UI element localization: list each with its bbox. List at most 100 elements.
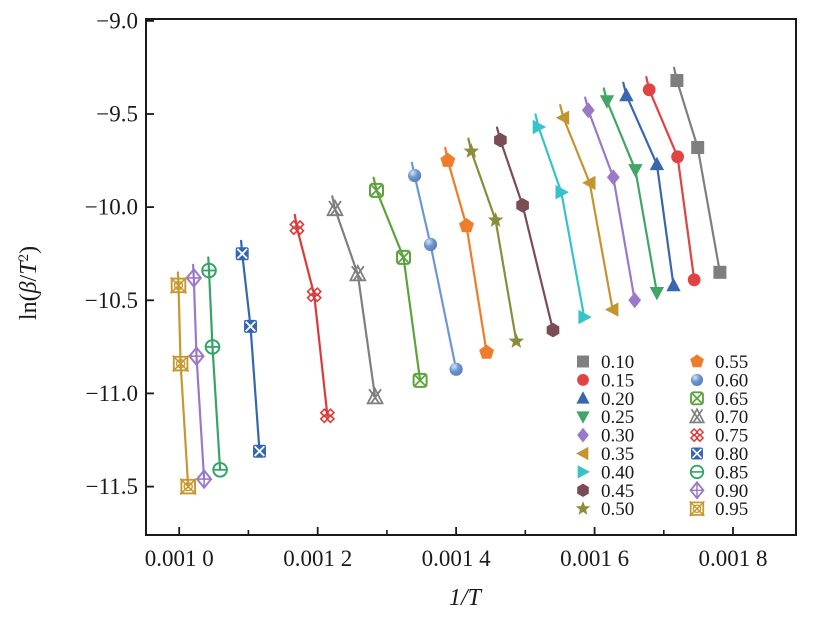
series-0.90-marker [188, 346, 205, 367]
x-axis-title: 1/T [449, 585, 483, 611]
series-0.50-markers [463, 143, 525, 348]
series-0.85-line [207, 256, 222, 471]
y-tick-label: −9.5 [96, 102, 138, 127]
series-0.70-line [331, 195, 377, 399]
series-0.75-line [293, 213, 329, 417]
x-axis: 0.001 0 0.001 2 0.001 4 0.001 6 0.001 8 1/T [145, 527, 768, 611]
series-0.95-marker [169, 276, 188, 294]
series-0.95-marker [172, 355, 190, 373]
series-0.70-marker [366, 387, 384, 405]
series-0.45-marker [494, 132, 507, 148]
legend-marker-triangle-right-icon [577, 465, 590, 479]
legend-entry-0.15: 0.15 [577, 370, 634, 391]
series-0.95-markers [169, 276, 197, 496]
legend-label: 0.35 [601, 444, 634, 465]
x-tick-label: 0.001 2 [283, 546, 352, 571]
legend-marker-diamond-icon [577, 427, 589, 443]
x-tick-label: 0.001 0 [145, 546, 214, 571]
legend-entry-0.60: 0.60 [690, 370, 748, 391]
series-0.35-marker [605, 302, 619, 317]
series-0.65-markers [369, 182, 428, 388]
series-0.25-marker [649, 287, 665, 301]
legend-label: 0.70 [715, 407, 748, 428]
legend-label: 0.15 [601, 370, 634, 391]
x-tick-label: 0.001 8 [699, 546, 768, 571]
series-0.25-marker [599, 95, 615, 109]
series-0.60-markers [408, 168, 463, 376]
legend-entry-0.70: 0.70 [688, 407, 748, 428]
legend-entry-0.30: 0.30 [577, 426, 634, 447]
series-0.30-marker [606, 169, 620, 186]
legend-marker-circle-minus-open-icon [689, 464, 705, 480]
legend-entry-0.85: 0.85 [689, 462, 748, 483]
series-0.40-markers [532, 119, 592, 325]
series-0.80-marker [244, 319, 257, 333]
series-0.50-line [467, 137, 518, 343]
series-0.50-marker [487, 212, 504, 227]
legend-entry-0.80: 0.80 [691, 444, 748, 465]
legend-entry-0.75: 0.75 [689, 426, 748, 447]
series-0.35-marker [555, 110, 570, 125]
series-0.80-line [240, 239, 261, 453]
series-0.25-marker [628, 164, 643, 178]
legend-marker-hexagon-icon [577, 483, 589, 498]
legend-entry-0.25: 0.25 [576, 407, 634, 428]
series-0.70-marker [326, 198, 344, 217]
y-tick-label: −11.0 [86, 381, 138, 406]
legend-entry-0.50: 0.50 [575, 499, 634, 520]
series-0.60-marker [423, 237, 438, 251]
series-0.15-marker [671, 150, 684, 164]
series-0.70-marker [348, 264, 367, 282]
y-tick-label: −10.5 [85, 288, 138, 313]
x-tick-label: 0.001 6 [560, 546, 629, 571]
series-0.40-line [534, 113, 586, 319]
legend-marker-square-x-circle-open-icon [689, 500, 705, 517]
legend-label: 0.65 [715, 389, 748, 410]
legend: 0.100.150.200.250.300.350.400.450.50 0.55… [575, 352, 748, 520]
legend-entry-0.40: 0.40 [577, 462, 634, 483]
series-0.35-markers [555, 110, 619, 317]
legend-marker-x-cross-icon [689, 427, 705, 443]
legend-entry-0.35: 0.35 [576, 444, 634, 465]
legend-label: 0.50 [601, 499, 634, 520]
series-0.35-marker [582, 175, 596, 191]
legend-entry-0.45: 0.45 [577, 481, 634, 502]
legend-label: 0.25 [601, 407, 634, 428]
series-0.55-marker [440, 152, 456, 167]
series-0.50-marker [463, 143, 480, 158]
series-0.80-marker [235, 247, 249, 261]
series-0.90-line [192, 263, 206, 481]
legend-label: 0.30 [601, 426, 634, 447]
series-0.15-line [645, 75, 696, 281]
legend-label: 0.80 [715, 444, 748, 465]
series-0.45-marker [516, 198, 529, 213]
legend-entry-0.90: 0.90 [689, 481, 748, 502]
series-0.15-markers [642, 83, 701, 287]
series-0.35-line [559, 103, 614, 311]
legend-entry-0.55: 0.55 [690, 352, 748, 373]
legend-marker-triangle-left-icon [576, 446, 589, 461]
series-0.20-markers [619, 87, 681, 292]
series-0.45-line [495, 126, 555, 332]
series-lines [176, 66, 722, 488]
legend-label: 0.90 [715, 481, 748, 502]
series-0.75-markers [289, 219, 336, 424]
series-0.45-marker [546, 322, 560, 338]
y-axis: −9.0 −9.5 −10.0 −10.5 −11.0 −11.5 ln(β/T2) [16, 8, 154, 499]
series-0.25-markers [599, 95, 665, 301]
series-0.40-marker [532, 119, 547, 135]
legend-label: 0.95 [715, 499, 748, 520]
legend-marker-square-x-open-icon [690, 391, 704, 406]
legend-label: 0.75 [715, 426, 748, 447]
series-0.55-marker [479, 344, 495, 359]
series-0.30-line [584, 96, 636, 302]
legend-marker-ball-icon [690, 373, 704, 386]
legend-marker-square-x-filled-icon [691, 447, 703, 460]
legend-label: 0.55 [715, 352, 748, 373]
series-0.85-markers [201, 262, 228, 478]
legend-label: 0.10 [601, 352, 634, 373]
y-tick-label: −11.5 [86, 474, 138, 499]
legend-marker-triangle-up-icon [576, 391, 590, 404]
series-0.90-marker [195, 468, 213, 490]
series-0.20-line [622, 81, 675, 287]
